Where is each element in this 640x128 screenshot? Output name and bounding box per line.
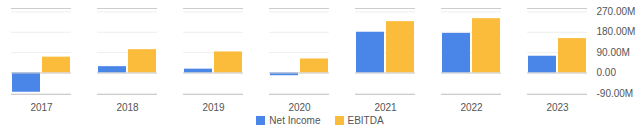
- svg-text:2019: 2019: [202, 102, 225, 112]
- svg-text:2022: 2022: [460, 102, 483, 112]
- svg-text:0.00: 0.00: [597, 67, 617, 78]
- svg-text:-90.00M: -90.00M: [597, 88, 634, 99]
- svg-text:2021: 2021: [374, 102, 397, 112]
- svg-text:2018: 2018: [116, 102, 139, 112]
- html-text:EBITDA: EBITDA: [347, 114, 384, 126]
- svg-text:90.00M: 90.00M: [597, 47, 630, 58]
- svg-text:2023: 2023: [546, 102, 569, 112]
- html-text:Net Income: Net Income: [269, 114, 321, 126]
- svg-text:180.00M: 180.00M: [597, 26, 636, 37]
- svg-text:2020: 2020: [288, 102, 311, 112]
- svg-text:2017: 2017: [30, 102, 53, 112]
- svg-text:270.00M: 270.00M: [597, 6, 636, 17]
